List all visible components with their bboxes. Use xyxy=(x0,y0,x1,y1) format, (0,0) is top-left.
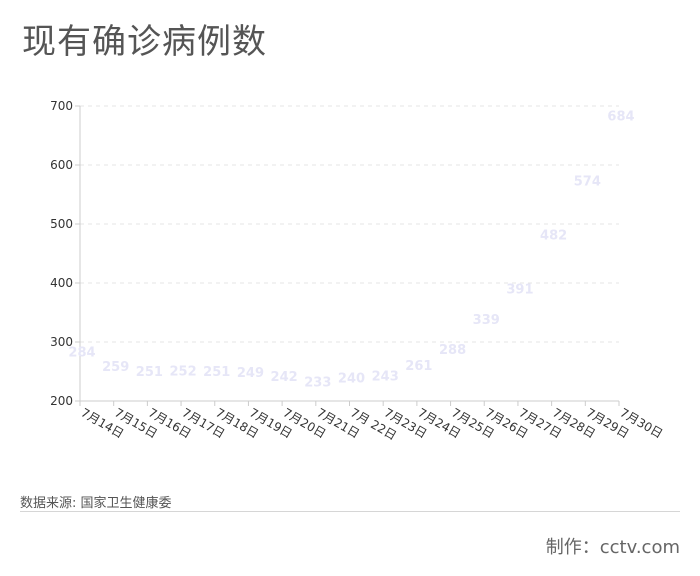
chart: 2003004005006007007月14日7月15日7月16日7月17日7月… xyxy=(50,99,665,443)
data-label: 339 xyxy=(473,313,500,328)
data-label: 574 xyxy=(574,174,601,189)
data-label: 233 xyxy=(304,376,331,391)
data-label: 259 xyxy=(102,360,129,375)
y-tick-label: 300 xyxy=(50,335,73,349)
data-label: 243 xyxy=(372,370,399,385)
y-tick-label: 700 xyxy=(50,99,73,113)
data-source: 数据来源: 国家卫生健康委 xyxy=(20,496,172,511)
y-tick-label: 200 xyxy=(50,394,73,408)
data-label: 261 xyxy=(405,359,432,374)
data-label: 252 xyxy=(169,364,196,379)
data-label: 251 xyxy=(136,365,163,380)
data-label: 240 xyxy=(338,371,365,386)
divider xyxy=(20,511,680,512)
data-label: 251 xyxy=(203,365,230,380)
credit: 制作：cctv.com xyxy=(545,537,680,558)
data-label: 684 xyxy=(607,109,634,124)
data-label: 249 xyxy=(237,366,264,381)
y-tick-label: 600 xyxy=(50,158,73,172)
data-label: 482 xyxy=(540,229,567,244)
chart-title: 现有确诊病例数 xyxy=(22,22,267,62)
data-label: 284 xyxy=(68,345,95,360)
y-tick-label: 500 xyxy=(50,217,73,231)
data-label: 288 xyxy=(439,343,466,358)
data-label: 242 xyxy=(271,370,298,385)
data-label: 391 xyxy=(506,282,533,297)
y-tick-label: 400 xyxy=(50,276,73,290)
